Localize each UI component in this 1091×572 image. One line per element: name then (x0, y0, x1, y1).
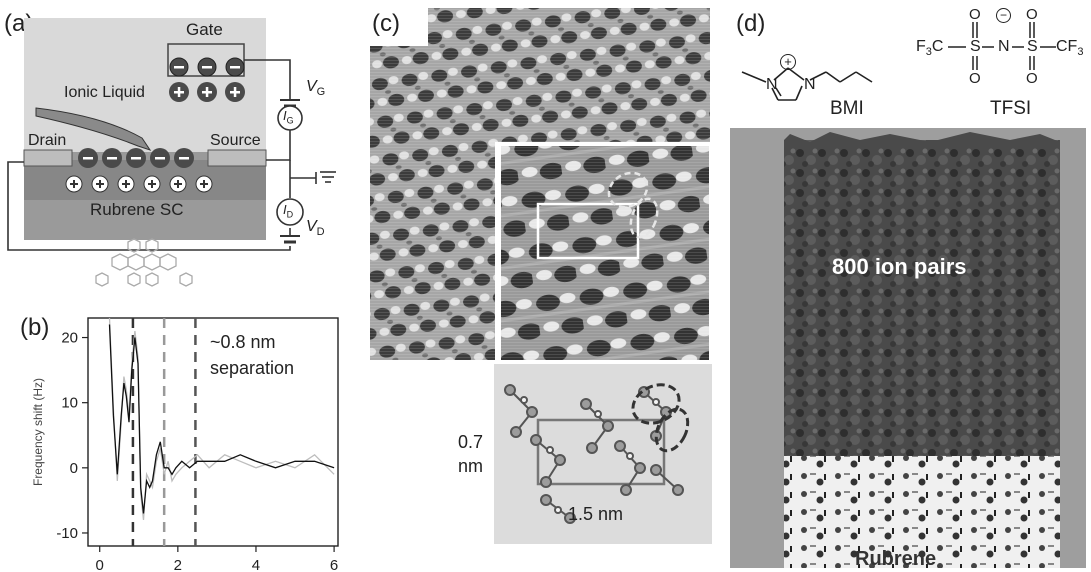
panel-a-device-schematic (7, 18, 336, 287)
chart-y-tick-label: 0 (70, 460, 78, 477)
frequency-shift-chart: 0 2 4 6 -10 0 10 20 Frequency shift (Hz) (31, 317, 339, 572)
ig-label: IG (283, 108, 294, 126)
panel-c-label: (c) (372, 10, 400, 37)
afm-unit-cell-box (536, 202, 640, 260)
ig-meter (277, 105, 303, 131)
drain-label: Drain (28, 132, 67, 149)
tfsi-o-bottom-left: O (969, 70, 981, 87)
rubrene-label: Rubrene (855, 548, 937, 570)
ground-symbol (315, 171, 336, 184)
chart-x-tick-label: 6 (330, 557, 338, 572)
rubrene-molecule-sketch (95, 238, 193, 287)
tfsi-bonds (948, 22, 1056, 70)
tfsi-o-bottom-right: O (1026, 70, 1038, 87)
ionic-positive-charges (169, 82, 245, 102)
rubrene-sc-label: Rubrene SC (90, 200, 184, 219)
tfsi-cf3-left: F3C (916, 38, 944, 59)
drain-electrode (23, 149, 73, 167)
vd-battery (280, 235, 300, 244)
id-label: ID (283, 202, 294, 220)
ionic-liquid-region (24, 18, 266, 152)
chart-series-line (108, 324, 335, 514)
tfsi-s-right: S (1027, 38, 1038, 55)
chart-y-tick-label: -10 (56, 525, 78, 542)
chart-y-tick-label: 10 (61, 395, 78, 412)
chart-series-line (108, 317, 335, 520)
panel-b-label: (b) (20, 314, 50, 341)
bmi-n-plus: N (766, 76, 778, 93)
tfsi-cf3-right: CF3 (1056, 38, 1084, 59)
afm-highlight-ellipses (607, 171, 659, 239)
panel-c-afm-images (360, 0, 712, 544)
md-simulation-image (730, 128, 1086, 568)
panel-d-label: (d) (736, 10, 766, 37)
semiconductor-holes (65, 175, 213, 193)
gate-label: Gate (186, 20, 223, 39)
bmi-label: BMI (830, 98, 864, 119)
chart-x-tick-label: 2 (174, 557, 182, 572)
rubrene-slab (784, 456, 1060, 568)
tfsi-minus-charge: − (996, 8, 1011, 23)
tfsi-o-top-left: O (969, 6, 981, 23)
chart-y-axis-label: Frequency shift (Hz) (31, 378, 45, 486)
tfsi-s-left: S (970, 38, 981, 55)
circuit-wires (7, 59, 316, 251)
crystal-structure-panel (494, 364, 712, 544)
chart-y-tick-label: 20 (61, 330, 78, 347)
chart-x-tick-label: 0 (96, 557, 104, 572)
ionic-liquid-slab (784, 140, 1060, 456)
dimension-0-7-unit: nm (458, 456, 484, 476)
ion-pairs-label: 800 ion pairs (832, 254, 967, 279)
afm-cantilever (35, 107, 152, 151)
id-meter (276, 198, 304, 226)
bmi-plus-charge: + (780, 54, 796, 70)
vg-label: VG (306, 78, 326, 99)
vg-battery (280, 99, 300, 108)
ionic-liquid-label: Ionic Liquid (64, 84, 145, 101)
separation-annotation-line1: ~0.8 nm (210, 332, 276, 352)
crystal-molecules (504, 384, 684, 524)
tfsi-label: TFSI (990, 98, 1032, 119)
source-label: Source (210, 132, 261, 149)
bmi-structure (741, 67, 873, 101)
tfsi-n: N (998, 38, 1010, 55)
chart-plot-frame (87, 317, 339, 547)
crystal-highlight-ellipses (631, 383, 690, 453)
separation-annotation-line2: separation (210, 358, 295, 378)
channel-negative-ions (78, 148, 194, 168)
bmi-n-ring: N (804, 76, 816, 93)
dimension-0-7-value: 0.7 (458, 432, 484, 452)
dimension-1-5-label: 1.5 nm (568, 504, 624, 524)
source-electrode (207, 149, 267, 167)
chart-x-tick-label: 4 (252, 557, 260, 572)
tfsi-o-top-right: O (1026, 6, 1038, 23)
gate-negative-charges (169, 57, 245, 77)
vd-label: VD (306, 218, 325, 239)
